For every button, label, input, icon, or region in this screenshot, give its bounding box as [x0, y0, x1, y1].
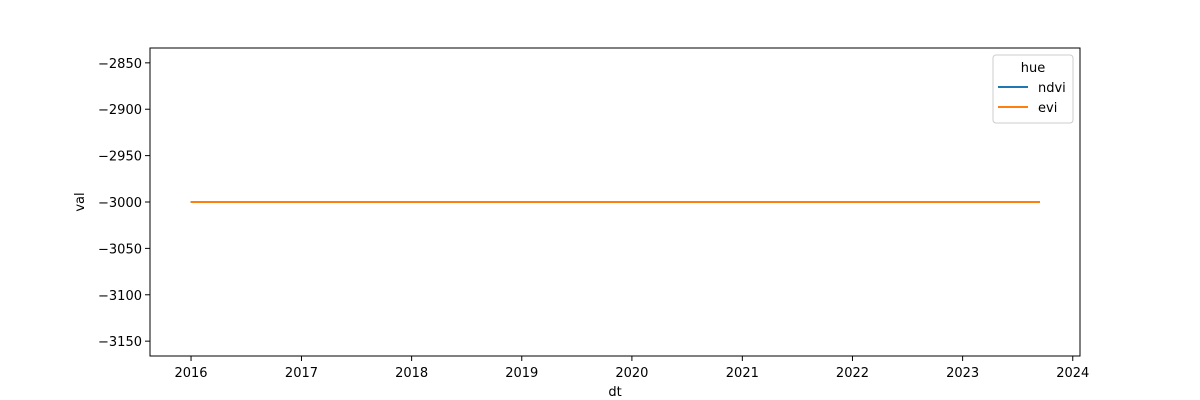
- x-axis-label: dt: [608, 385, 621, 400]
- x-tick-label: 2024: [1056, 366, 1089, 381]
- x-tick-label: 2019: [505, 366, 538, 381]
- legend-label-ndvi: ndvi: [1038, 81, 1066, 96]
- y-tick-label: −2950: [98, 150, 142, 165]
- x-tick-label: 2022: [836, 366, 869, 381]
- y-tick-label: −2900: [98, 103, 142, 118]
- x-tick-label: 2018: [395, 366, 428, 381]
- y-axis-label: val: [73, 192, 88, 211]
- legend-title: hue: [1021, 61, 1045, 76]
- y-tick-label: −3150: [98, 335, 142, 350]
- x-tick-label: 2020: [615, 366, 648, 381]
- x-tick-label: 2023: [946, 366, 979, 381]
- y-tick-label: −2850: [98, 57, 142, 72]
- legend: hue ndvi evi: [992, 54, 1074, 124]
- legend-label-evi: evi: [1038, 101, 1057, 116]
- x-tick-label: 2017: [285, 366, 318, 381]
- x-tick-label: 2021: [726, 366, 759, 381]
- plot-frame: [149, 47, 1081, 357]
- y-tick-label: −3100: [98, 289, 142, 304]
- y-tick-label: −3050: [98, 242, 142, 257]
- y-axis-ticks: −2850 −2900 −2950 −3000 −3050 −3100 −3150: [98, 57, 150, 350]
- x-tick-label: 2016: [174, 366, 207, 381]
- x-axis-ticks: 2016 2017 2018 2019 2020 2021 2022 2023 2024: [174, 356, 1089, 381]
- y-tick-label: −3000: [98, 196, 142, 211]
